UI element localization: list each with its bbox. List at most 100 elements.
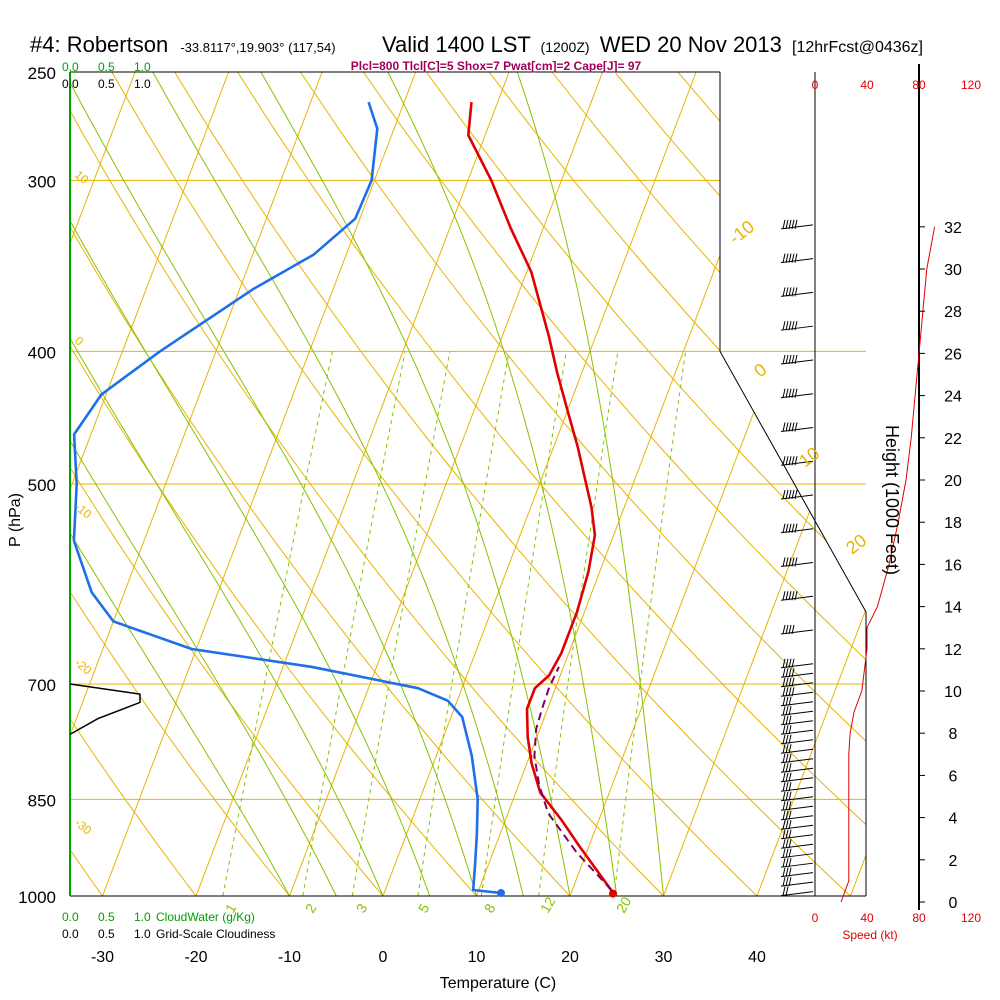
moist-adiabat-line	[70, 72, 337, 896]
mixing-ratio-label: 20	[613, 894, 635, 916]
cloudiness-line	[69, 683, 141, 736]
dry-adiabat-line	[488, 72, 866, 896]
dry-adiabat-label: -20	[72, 656, 95, 678]
cloudiness-tick-label: 1.0	[134, 77, 151, 91]
wind-barb	[780, 591, 814, 601]
moist-adiabat-line	[260, 72, 571, 896]
speed-tick-label: 120	[961, 911, 981, 925]
cloud-water-tick-label: 0.5	[98, 60, 115, 74]
speed-tick-label: 80	[912, 78, 926, 92]
temperature-tick-label: -10	[278, 949, 301, 966]
cloud-water-tick-label: 0.5	[98, 910, 115, 924]
wind-barb	[780, 687, 814, 697]
mixing-ratio-line	[222, 351, 333, 896]
height-tick-label: 10	[944, 684, 962, 701]
cloudiness-tick-label: 0.5	[98, 927, 115, 941]
wind-barb	[780, 763, 814, 773]
isotherm-line	[756, 72, 866, 896]
mixing-ratio-label: 8	[481, 901, 499, 916]
cloudiness-profile	[69, 683, 141, 736]
dry-adiabat-line	[70, 72, 664, 896]
wind-barb	[780, 388, 814, 399]
moist-adiabat-line	[70, 72, 477, 896]
height-tick-label: 26	[944, 346, 962, 363]
isotherm-label: 0	[750, 359, 770, 381]
moist-adiabat-line	[70, 72, 384, 896]
height-tick-label: 32	[944, 220, 962, 237]
pressure-tick-label: 700	[28, 676, 56, 695]
station-title: #4: Robertson	[30, 32, 168, 57]
height-tick-label: 30	[944, 262, 962, 279]
isotherm-line	[70, 72, 136, 896]
pressure-tick-label: 1000	[18, 888, 56, 907]
pressure-tick-label: 400	[28, 343, 56, 362]
wind-barb	[780, 886, 814, 897]
wind-barb	[780, 734, 814, 745]
cloud-water-tick-label: 1.0	[134, 60, 151, 74]
speed-axis-title: Speed (kt)	[842, 928, 897, 942]
wind-barb	[780, 848, 814, 859]
wind-barb	[780, 219, 814, 230]
cloudiness-tick-label: 0.0	[62, 77, 79, 91]
pressure-tick-label: 500	[28, 476, 56, 495]
height-tick-label: 8	[949, 726, 958, 743]
wind-barb	[780, 858, 814, 868]
moist-adiabat-line	[516, 72, 664, 896]
moist-adiabat-line	[387, 72, 618, 896]
isotherm-line	[850, 72, 866, 896]
isotherm-label: -10	[725, 216, 758, 248]
temperature-tick-label: 40	[748, 949, 766, 966]
speed-tick-label: 40	[860, 911, 874, 925]
wind-barb	[780, 422, 814, 432]
svg-text:Valid 1400 LST (1200Z): Valid 1400 LST (1200Z) WED 20 Nov 2013 […	[382, 32, 923, 57]
height-tick-label: 20	[944, 473, 962, 490]
plot-boundary	[69, 64, 920, 910]
mixing-ratio-label: 12	[537, 894, 559, 916]
speed-tick-label: 120	[961, 78, 981, 92]
wind-barb	[780, 791, 814, 802]
height-tick-label: 14	[944, 600, 962, 617]
wind-barb	[780, 456, 814, 466]
mixing-ratio-line	[417, 351, 510, 896]
moist-adiabat-line	[70, 72, 290, 896]
mixing-ratio-label: 2	[302, 901, 320, 916]
pressure-tick-label: 250	[28, 64, 56, 83]
dry-adiabat-line	[70, 72, 477, 896]
wind-barb	[780, 658, 814, 669]
pressure-axis-title: P (hPa)	[7, 493, 24, 547]
height-tick-label: 28	[944, 304, 962, 321]
temperature-tick-label: 0	[379, 949, 388, 966]
wind-barb	[780, 253, 814, 264]
mixing-ratio-line	[302, 351, 406, 896]
wind-barbs	[780, 219, 936, 903]
wind-barb	[780, 696, 814, 707]
dry-adiabat-line	[111, 72, 758, 896]
parcel-line	[533, 666, 613, 891]
stability-indices: Plcl=800 Tlcl[C]=5 Shox=7 Pwat[cm]=2 Cap…	[351, 59, 642, 73]
speed-tick-label: 80	[912, 911, 926, 925]
dewpoint-line	[72, 101, 502, 895]
pressure-tick-label: 850	[28, 791, 56, 810]
cloudiness-tick-label: 0.5	[98, 77, 115, 91]
wind-barb	[780, 287, 814, 297]
moist-adiabat-line	[70, 72, 431, 896]
wind-barb	[780, 810, 814, 821]
cloudiness-tick-label: 1.0	[134, 927, 151, 941]
cloudiness-tick-label: 0.0	[62, 927, 79, 941]
height-tick-label: 22	[944, 431, 962, 448]
speed-tick-label: 0	[812, 911, 819, 925]
wind-barb	[780, 706, 814, 716]
wind-barb	[780, 801, 814, 811]
speed-tick-label: 40	[860, 78, 874, 92]
dry-adiabat-line	[237, 72, 866, 896]
wind-speed-line	[840, 226, 936, 903]
temperature-tick-label: -30	[91, 949, 114, 966]
height-tick-label: 0	[949, 895, 958, 912]
wind-barb	[780, 772, 814, 783]
cloud-water-tick-label: 1.0	[134, 910, 151, 924]
svg-text:#4: Robertson -33.8117°,: #4: Robertson -33.8117°,19.903° (117,54)	[30, 32, 336, 57]
cloud-water-tick-label: 0.0	[62, 60, 79, 74]
dry-adiabat-line	[70, 72, 197, 896]
